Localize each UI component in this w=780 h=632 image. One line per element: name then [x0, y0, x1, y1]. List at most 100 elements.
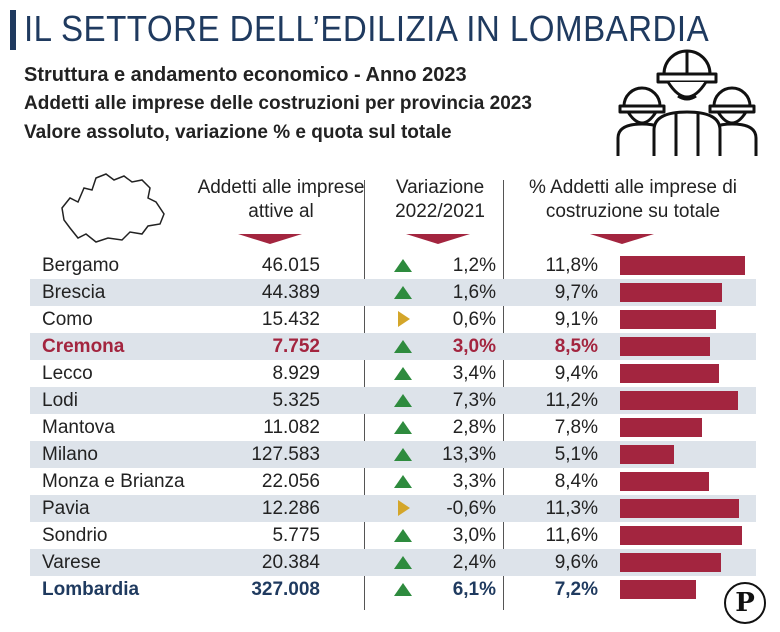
addetti-value: 12.286 [261, 498, 320, 519]
table-row: Brescia 44.389 1,6% 9,7% [30, 279, 756, 306]
addetti-value: 46.015 [261, 255, 320, 276]
lombardia-map-icon [61, 173, 165, 243]
province-name: Lodi [42, 390, 78, 411]
addetti-value: 5.325 [272, 390, 320, 411]
province-table: Bergamo 46.015 1,2% 11,8% Brescia 44.389 1,6% 9… [30, 252, 756, 603]
publisher-logo: P [724, 582, 766, 624]
quota-bar [620, 310, 716, 329]
quota-value: 11,8% [545, 255, 598, 276]
variazione-value: 3,0% [452, 525, 496, 546]
addetti-value: 327.008 [251, 579, 320, 600]
addetti-value: 22.056 [261, 471, 320, 492]
table-row: Milano 127.583 13,3% 5,1% [30, 441, 756, 468]
trend-up-icon [394, 340, 412, 353]
variazione-value: 2,4% [452, 552, 496, 573]
header-marker-variazione [406, 234, 470, 244]
quota-value: 7,8% [554, 417, 598, 438]
province-name: Bergamo [42, 255, 120, 276]
addetti-value: 7.752 [272, 336, 320, 357]
quota-bar [620, 445, 674, 464]
quota-bar [620, 283, 722, 302]
quota-value: 11,2% [545, 390, 598, 411]
table-row: Varese 20.384 2,4% 9,6% [30, 549, 756, 576]
addetti-value: 8.929 [272, 363, 320, 384]
subtitle-main: Struttura e andamento economico - Anno 2… [24, 64, 467, 86]
province-name: Mantova [42, 417, 115, 438]
subtitle-measures: Valore assoluto, variazione % e quota su… [24, 122, 452, 143]
province-name: Lombardia [42, 579, 140, 600]
quota-bar [620, 364, 719, 383]
table-row: Mantova 11.082 2,8% 7,8% [30, 414, 756, 441]
table-row: Sondrio 5.775 3,0% 11,6% [30, 522, 756, 549]
table-row: Cremona 7.752 3,0% 8,5% [30, 333, 756, 360]
province-name: Brescia [42, 282, 106, 303]
quota-value: 5,1% [554, 444, 598, 465]
quota-value: 11,6% [545, 525, 598, 546]
quota-bar [620, 256, 745, 275]
trend-up-icon [394, 394, 412, 407]
table-row: Lecco 8.929 3,4% 9,4% [30, 360, 756, 387]
table-row: Lombardia 327.008 6,1% 7,2% [30, 576, 756, 603]
variazione-value: 6,1% [452, 579, 496, 600]
variazione-value: 0,6% [452, 309, 496, 330]
province-name: Pavia [42, 498, 90, 519]
construction-workers-icon [616, 49, 758, 156]
table-row: Como 15.432 0,6% 9,1% [30, 306, 756, 333]
quota-value: 9,6% [554, 552, 598, 573]
province-name: Varese [42, 552, 101, 573]
province-name: Sondrio [42, 525, 108, 546]
quota-bar [620, 391, 738, 410]
quota-bar [620, 580, 696, 599]
title-accent-bar [10, 10, 16, 50]
header-marker-addetti [238, 234, 302, 244]
trend-up-icon [394, 475, 412, 488]
column-header-addetti: Addetti alle imprese attive al [197, 177, 365, 222]
quota-value: 9,4% [554, 363, 598, 384]
quota-value: 7,2% [554, 579, 598, 600]
addetti-value: 11.082 [263, 417, 320, 438]
trend-up-icon [394, 259, 412, 272]
quota-value: 9,1% [554, 309, 598, 330]
quota-value: 8,5% [554, 336, 598, 357]
variazione-value: 3,4% [452, 363, 496, 384]
province-name: Milano [42, 444, 98, 465]
quota-bar [620, 418, 702, 437]
addetti-value: 127.583 [251, 444, 320, 465]
subtitle-description: Addetti alle imprese delle costruzioni p… [24, 93, 532, 114]
column-header-variazione: Variazione 2022/2021 [395, 177, 485, 222]
column-header-quota: % Addetti alle imprese di costruzione su… [528, 177, 738, 222]
addetti-value: 5.775 [272, 525, 320, 546]
trend-up-icon [394, 286, 412, 299]
addetti-value: 44.389 [261, 282, 320, 303]
variazione-value: 1,2% [452, 255, 496, 276]
variazione-value: 1,6% [452, 282, 496, 303]
trend-up-icon [394, 583, 412, 596]
quota-bar [620, 499, 739, 518]
header-marker-quota [590, 234, 654, 244]
province-name: Lecco [42, 363, 93, 384]
trend-up-icon [394, 556, 412, 569]
quota-bar [620, 472, 709, 491]
trend-up-icon [394, 421, 412, 434]
variazione-value: 3,0% [452, 336, 496, 357]
quota-value: 8,4% [554, 471, 598, 492]
province-name: Monza e Brianza [42, 471, 185, 492]
variazione-value: 13,3% [442, 444, 496, 465]
variazione-value: 3,3% [452, 471, 496, 492]
province-name: Como [42, 309, 93, 330]
quota-bar [620, 526, 742, 545]
trend-flat-icon [398, 311, 410, 327]
trend-up-icon [394, 367, 412, 380]
quota-value: 11,3% [545, 498, 598, 519]
trend-up-icon [394, 448, 412, 461]
table-row: Lodi 5.325 7,3% 11,2% [30, 387, 756, 414]
province-name: Cremona [42, 336, 125, 357]
variazione-value: 2,8% [452, 417, 496, 438]
trend-up-icon [394, 529, 412, 542]
table-row: Monza e Brianza 22.056 3,3% 8,4% [30, 468, 756, 495]
table-row: Pavia 12.286 -0,6% 11,3% [30, 495, 756, 522]
addetti-value: 20.384 [261, 552, 320, 573]
table-row: Bergamo 46.015 1,2% 11,8% [30, 252, 756, 279]
variazione-value: -0,6% [446, 498, 496, 519]
quota-bar [620, 337, 710, 356]
